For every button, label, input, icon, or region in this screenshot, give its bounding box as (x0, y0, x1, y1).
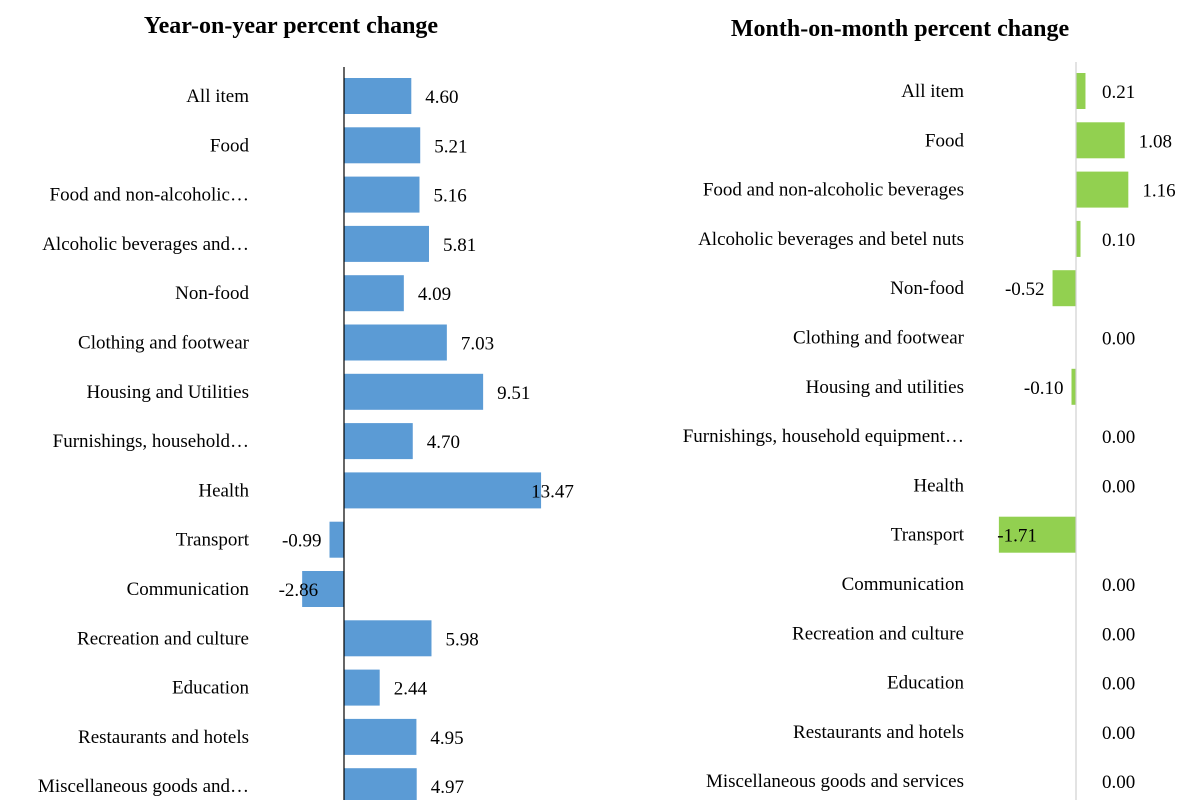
yoy-category-label: Education (172, 678, 250, 699)
yoy-category-label: Housing and Utilities (86, 382, 249, 403)
yoy-bar (344, 423, 413, 460)
mom-category-label: Food (925, 130, 965, 151)
yoy-bar (344, 275, 404, 312)
mom-chart-title: Month-on-month percent change (731, 16, 1070, 42)
mom-bar (1052, 270, 1076, 307)
yoy-bar (344, 620, 432, 657)
yoy-bar (344, 324, 447, 361)
mom-value-label: 0.00 (1102, 723, 1135, 744)
mom-bar (998, 516, 1076, 553)
yoy-bar (344, 768, 417, 800)
yoy-value-label: 7.03 (461, 334, 494, 355)
yoy-category-label: Health (198, 480, 249, 501)
yoy-bar (344, 225, 430, 262)
mom-value-label: 0.00 (1102, 427, 1135, 448)
yoy-category-label: Recreation and culture (77, 628, 249, 649)
yoy-bar (344, 718, 417, 755)
mom-value-label: 0.00 (1102, 329, 1135, 350)
mom-value-label: 1.16 (1142, 181, 1175, 202)
mom-value-label: 0.00 (1102, 476, 1135, 497)
yoy-bar (344, 78, 412, 114)
mom-category-label: Food and non-alcoholic beverages (703, 180, 964, 201)
yoy-value-label: 5.81 (443, 235, 476, 256)
mom-category-label: Restaurants and hotels (793, 722, 964, 743)
yoy-value-label: 4.97 (431, 777, 464, 798)
mom-bar (1076, 171, 1129, 208)
mom-value-label: 0.00 (1102, 575, 1135, 596)
mom-bar (1076, 73, 1086, 109)
yoy-bar (302, 571, 344, 607)
yoy-value-label: 5.98 (445, 629, 478, 650)
yoy-value-label: 4.09 (418, 284, 451, 305)
mom-category-label: Alcoholic beverages and betel nuts (698, 229, 964, 250)
yoy-bar (344, 127, 421, 164)
yoy-bar (329, 521, 344, 558)
mom-category-label: Non-food (890, 278, 964, 299)
mom-bar (1076, 122, 1125, 159)
mom-chart-panel: Month-on-month percent change All item 0.… (683, 16, 1176, 800)
yoy-chart-title: Year-on-year percent change (144, 13, 439, 39)
mom-value-label: -0.10 (1024, 378, 1064, 399)
yoy-value-label: 5.16 (433, 186, 466, 207)
yoy-category-label: Food and non-alcoholic… (50, 185, 249, 206)
yoy-category-label: Communication (127, 579, 250, 600)
yoy-value-label: 13.47 (531, 481, 574, 502)
mom-category-label: Miscellaneous goods and services (706, 771, 964, 792)
yoy-value-label: 4.95 (430, 728, 463, 749)
yoy-value-label: 2.44 (394, 679, 428, 700)
yoy-value-label: 4.60 (425, 87, 458, 108)
mom-value-label: 0.00 (1102, 674, 1135, 695)
yoy-value-label: -2.86 (279, 580, 319, 601)
mom-category-label: Communication (842, 574, 965, 595)
mom-category-label: Recreation and culture (792, 623, 964, 644)
mom-category-label: Housing and utilities (806, 377, 964, 398)
mom-bar (1076, 220, 1081, 257)
yoy-category-label: All item (186, 86, 249, 107)
yoy-category-label: Food (210, 135, 250, 156)
yoy-value-label: 5.21 (434, 136, 467, 157)
mom-value-label: 1.08 (1139, 131, 1172, 152)
mom-value-label: 0.10 (1102, 230, 1135, 251)
mom-category-label: Clothing and footwear (793, 328, 965, 349)
mom-value-label: -1.71 (997, 526, 1037, 547)
yoy-chart-panel: Year-on-year percent change All item 4.60… (38, 13, 574, 800)
yoy-value-label: -0.99 (282, 531, 322, 552)
yoy-category-label: Clothing and footwear (78, 333, 250, 354)
mom-category-label: All item (901, 81, 964, 102)
yoy-category-label: Non-food (175, 283, 249, 304)
yoy-bar (344, 669, 380, 706)
mom-category-label: Education (887, 673, 965, 694)
mom-category-label: Transport (891, 525, 965, 546)
yoy-category-label: Restaurants and hotels (78, 727, 249, 748)
yoy-bar (344, 472, 542, 509)
yoy-value-label: 4.70 (427, 432, 460, 453)
mom-category-label: Furnishings, household equipment… (683, 426, 964, 447)
mom-value-label: -0.52 (1005, 279, 1045, 300)
mom-value-label: 0.00 (1102, 772, 1135, 793)
mom-value-label: 0.21 (1102, 82, 1135, 103)
mom-category-label: Health (913, 475, 964, 496)
mom-bar (1071, 368, 1076, 405)
yoy-category-label: Miscellaneous goods and… (38, 776, 249, 797)
yoy-category-label: Alcoholic beverages and… (42, 234, 249, 255)
yoy-bar (344, 176, 420, 213)
yoy-category-label: Transport (176, 530, 250, 551)
yoy-value-label: 9.51 (497, 383, 530, 404)
yoy-category-label: Furnishings, household… (53, 431, 249, 452)
yoy-bar (344, 373, 484, 410)
mom-value-label: 0.00 (1102, 624, 1135, 645)
